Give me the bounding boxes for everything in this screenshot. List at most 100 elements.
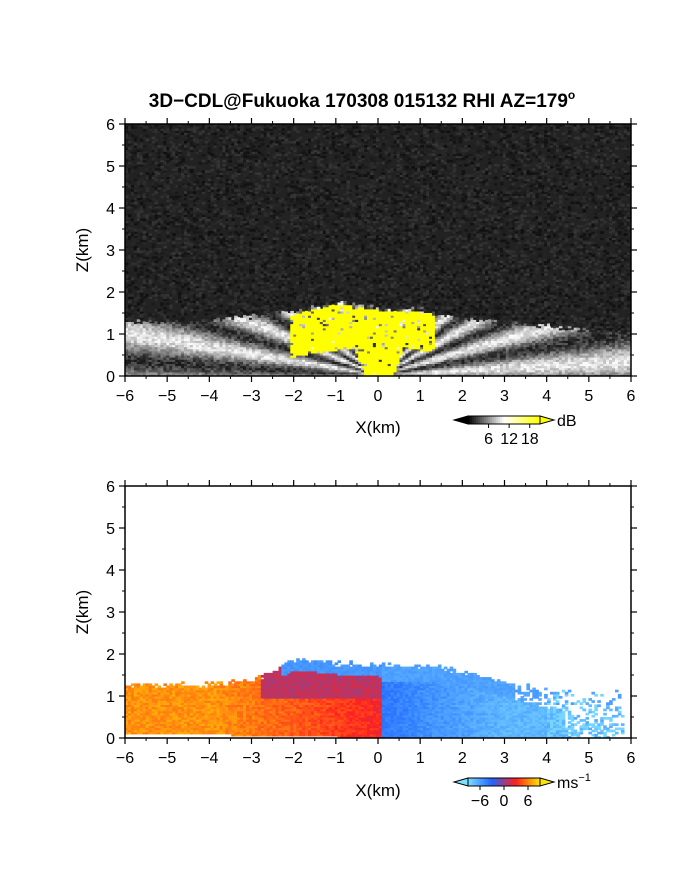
heatmap-cell [296,352,300,356]
heatmap-cell [189,294,194,297]
heatmap-cell [287,126,291,129]
heatmap-cell [237,168,241,171]
heatmap-cell [275,273,280,276]
heatmap-cell [139,342,144,346]
heatmap-cell [163,130,167,133]
heatmap-cell [157,331,162,335]
heatmap-cell [260,159,265,163]
heatmap-cell [308,321,312,325]
heatmap-cell [269,348,274,352]
heatmap-cell [263,373,268,376]
heatmap-cell [281,271,285,274]
heatmap-cell [142,287,147,291]
heatmap-cell [166,147,170,150]
heatmap-cell [260,153,265,157]
heatmap-cell [184,222,188,226]
heatmap-cell [266,163,271,167]
heatmap-cell [181,134,185,138]
heatmap-cell [222,325,226,329]
heatmap-cell [151,172,156,175]
heatmap-cell [142,371,147,375]
heatmap-cell [187,243,191,247]
heatmap-cell [305,323,309,327]
heatmap-cell [257,357,262,360]
heatmap-cell [249,371,253,375]
heatmap-cell [195,325,200,329]
heatmap-cell [172,344,176,348]
heatmap-cell [219,210,224,213]
heatmap-cell [172,277,176,280]
heatmap-cell [151,218,156,222]
heatmap-cell [249,252,253,255]
heatmap-cell [216,329,221,333]
heatmap-cell [163,365,167,369]
heatmap-cell [266,313,271,316]
heatmap-cell [151,124,156,127]
heatmap-cell [139,310,144,314]
heatmap-cell [213,338,218,341]
heatmap-cell [305,292,309,295]
heatmap-cell [296,170,300,173]
heatmap-cell [213,373,218,376]
heatmap-cell [311,214,315,217]
heatmap-cell [281,313,285,316]
heatmap-cell [284,298,288,301]
heatmap-cell [313,233,318,236]
heatmap-cell [166,327,170,331]
heatmap-cell [184,323,188,327]
heatmap-cell [308,189,312,192]
heatmap-cell [210,344,215,348]
heatmap-cell [148,176,153,180]
heatmap-cell [130,359,135,362]
heatmap-cell [133,191,138,194]
heatmap-cell [240,224,244,228]
heatmap-cell [166,128,170,131]
heatmap-cell [296,212,300,215]
heatmap-cell [290,187,294,190]
heatmap-cell [299,151,303,154]
heatmap-cell [263,323,268,327]
heatmap-cell [157,239,162,243]
heatmap-cell [287,250,291,253]
heatmap-cell [257,193,262,196]
heatmap-cell [269,313,274,316]
heatmap-cell [142,340,147,343]
heatmap-cell [189,128,194,131]
heatmap-cell [299,187,303,190]
heatmap-cell [216,191,221,194]
heatmap-cell [305,317,309,320]
heatmap-cell [272,203,277,207]
heatmap-cell [130,166,135,169]
heatmap-cell [157,352,162,356]
heatmap-cell [213,319,218,322]
heatmap-cell [213,361,218,364]
heatmap-cell [260,128,265,131]
heatmap-cell [302,315,306,318]
heatmap-cell [154,334,159,337]
heatmap-cell [260,306,265,310]
heatmap-cell [234,342,238,346]
heatmap-cell [287,373,291,376]
heatmap-cell [187,208,191,211]
heatmap-cell [178,342,182,346]
heatmap-cell [302,151,306,154]
heatmap-cell [311,243,315,247]
heatmap-cell [192,166,197,169]
heatmap-cell [216,170,221,173]
heatmap-cell [225,317,229,320]
heatmap-cell [184,237,188,241]
heatmap-cell [311,155,315,159]
heatmap-cell [210,355,215,358]
heatmap-cell [136,174,141,178]
heatmap-cell [266,124,271,127]
heatmap-cell [222,239,226,243]
heatmap-cell [257,352,262,356]
heatmap-cell [195,218,200,222]
heatmap-cell [148,363,153,367]
heatmap-cell [175,300,179,304]
heatmap-cell [160,178,164,182]
heatmap-cell [249,334,253,337]
heatmap-cell [237,325,241,329]
heatmap-cell [290,142,294,146]
heatmap-cell [302,264,306,268]
